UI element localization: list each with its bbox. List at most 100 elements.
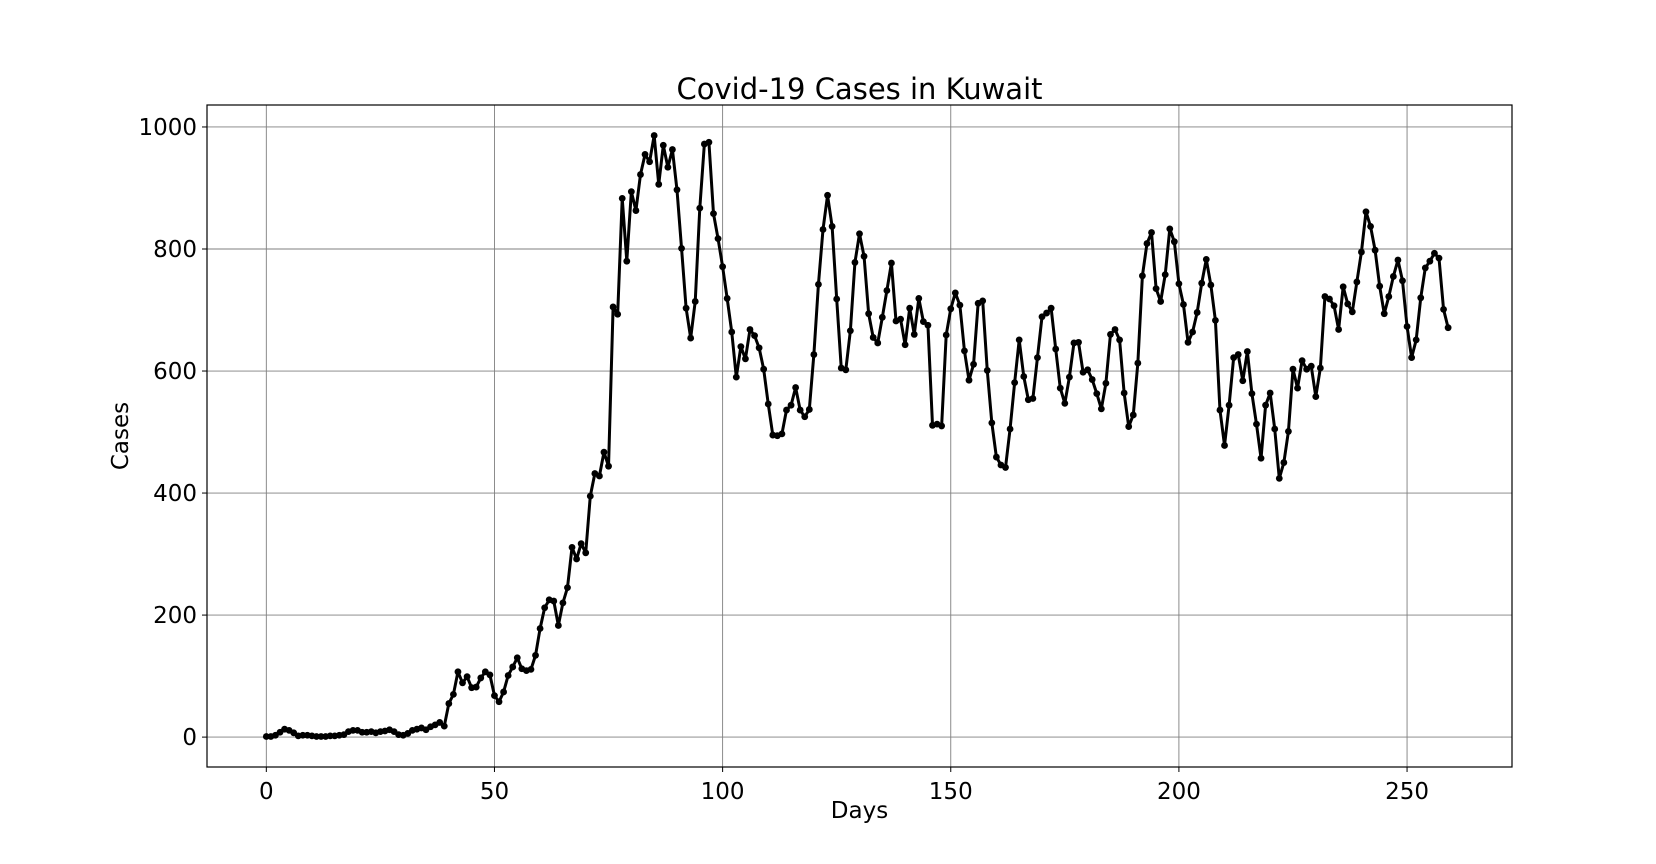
data-point: [1367, 223, 1374, 230]
data-point: [586, 492, 594, 500]
data-point: [1380, 310, 1388, 318]
data-point: [1043, 309, 1050, 317]
data-point: [1344, 300, 1352, 308]
data-point: [1403, 323, 1411, 330]
data-point: [1280, 459, 1288, 466]
data-point: [787, 401, 795, 409]
data-point: [951, 289, 959, 297]
data-point: [869, 334, 877, 341]
data-point: [641, 151, 649, 158]
data-point: [1289, 365, 1297, 373]
data-point: [1020, 373, 1028, 380]
data-point: [1239, 377, 1247, 385]
data-point: [1417, 294, 1425, 302]
data-point: [550, 597, 558, 605]
data-point: [1066, 373, 1073, 381]
x-tick-label: 0: [259, 779, 274, 805]
data-point: [445, 700, 453, 707]
data-point: [1097, 405, 1105, 413]
data-point: [646, 158, 653, 166]
data-point: [751, 332, 758, 340]
data-point: [1170, 238, 1178, 246]
data-point: [1389, 273, 1397, 280]
data-point: [596, 472, 603, 480]
chart-title: Covid-19 Cases in Kuwait: [676, 72, 1042, 106]
data-point: [450, 690, 457, 698]
data-point: [1061, 399, 1069, 407]
data-point: [1248, 390, 1256, 397]
data-point: [1257, 454, 1265, 462]
data-point: [1129, 411, 1137, 419]
data-point: [1435, 254, 1443, 262]
data-point: [992, 453, 1000, 461]
data-point: [1161, 271, 1169, 279]
data-point: [513, 654, 521, 662]
data-point: [1221, 442, 1228, 449]
data-point: [1294, 384, 1301, 392]
data-point: [815, 280, 822, 288]
y-tick-label: 1000: [138, 115, 197, 141]
data-point: [627, 188, 635, 196]
data-point: [454, 668, 462, 676]
data-point: [605, 462, 612, 470]
data-point: [564, 584, 571, 592]
data-point: [810, 351, 818, 358]
data-point: [1212, 316, 1219, 324]
data-point: [1348, 308, 1356, 316]
data-point: [577, 540, 585, 548]
data-point: [1011, 379, 1019, 387]
data-point: [618, 194, 626, 202]
data-point: [609, 303, 617, 311]
y-tick-label: 600: [153, 359, 197, 385]
data-point: [541, 604, 549, 612]
data-point: [554, 622, 562, 629]
data-point: [664, 163, 672, 171]
data-point: [956, 301, 964, 309]
data-point: [714, 235, 722, 243]
y-tick-label: 0: [182, 725, 197, 751]
data-point: [1107, 331, 1114, 338]
data-point: [568, 543, 576, 551]
data-point: [1275, 475, 1283, 482]
data-point: [573, 555, 580, 563]
x-tick-label: 150: [929, 779, 973, 805]
data-point: [655, 180, 663, 188]
data-point: [742, 355, 749, 363]
data-point: [1399, 277, 1406, 285]
data-point: [682, 304, 690, 312]
data-point: [856, 230, 863, 238]
data-point: [764, 400, 772, 408]
data-point: [1084, 366, 1092, 374]
data-point: [1134, 359, 1142, 367]
data-point: [732, 373, 740, 381]
data-point: [1180, 301, 1187, 308]
data-point: [746, 326, 754, 333]
data-point: [532, 651, 539, 659]
data-point: [1266, 389, 1274, 397]
data-point: [669, 146, 676, 153]
data-point: [965, 376, 973, 384]
data-point: [1120, 389, 1128, 397]
data-point: [1093, 390, 1101, 397]
data-point: [760, 365, 768, 373]
data-point: [778, 430, 786, 438]
data-point: [1444, 324, 1452, 332]
data-point: [915, 295, 923, 302]
data-point: [582, 549, 590, 557]
data-point: [961, 347, 968, 355]
data-point: [865, 310, 873, 318]
data-point: [1184, 338, 1192, 346]
data-point: [500, 688, 507, 696]
data-point: [897, 315, 904, 323]
data-point: [1189, 328, 1196, 336]
data-point: [1385, 293, 1393, 300]
data-point: [1371, 246, 1379, 254]
data-point: [979, 297, 987, 305]
data-point: [463, 673, 471, 681]
plot-frame: [206, 104, 1513, 768]
data-point: [650, 132, 658, 139]
data-point: [491, 692, 498, 700]
data-point: [1116, 336, 1123, 344]
data-point: [938, 422, 946, 430]
